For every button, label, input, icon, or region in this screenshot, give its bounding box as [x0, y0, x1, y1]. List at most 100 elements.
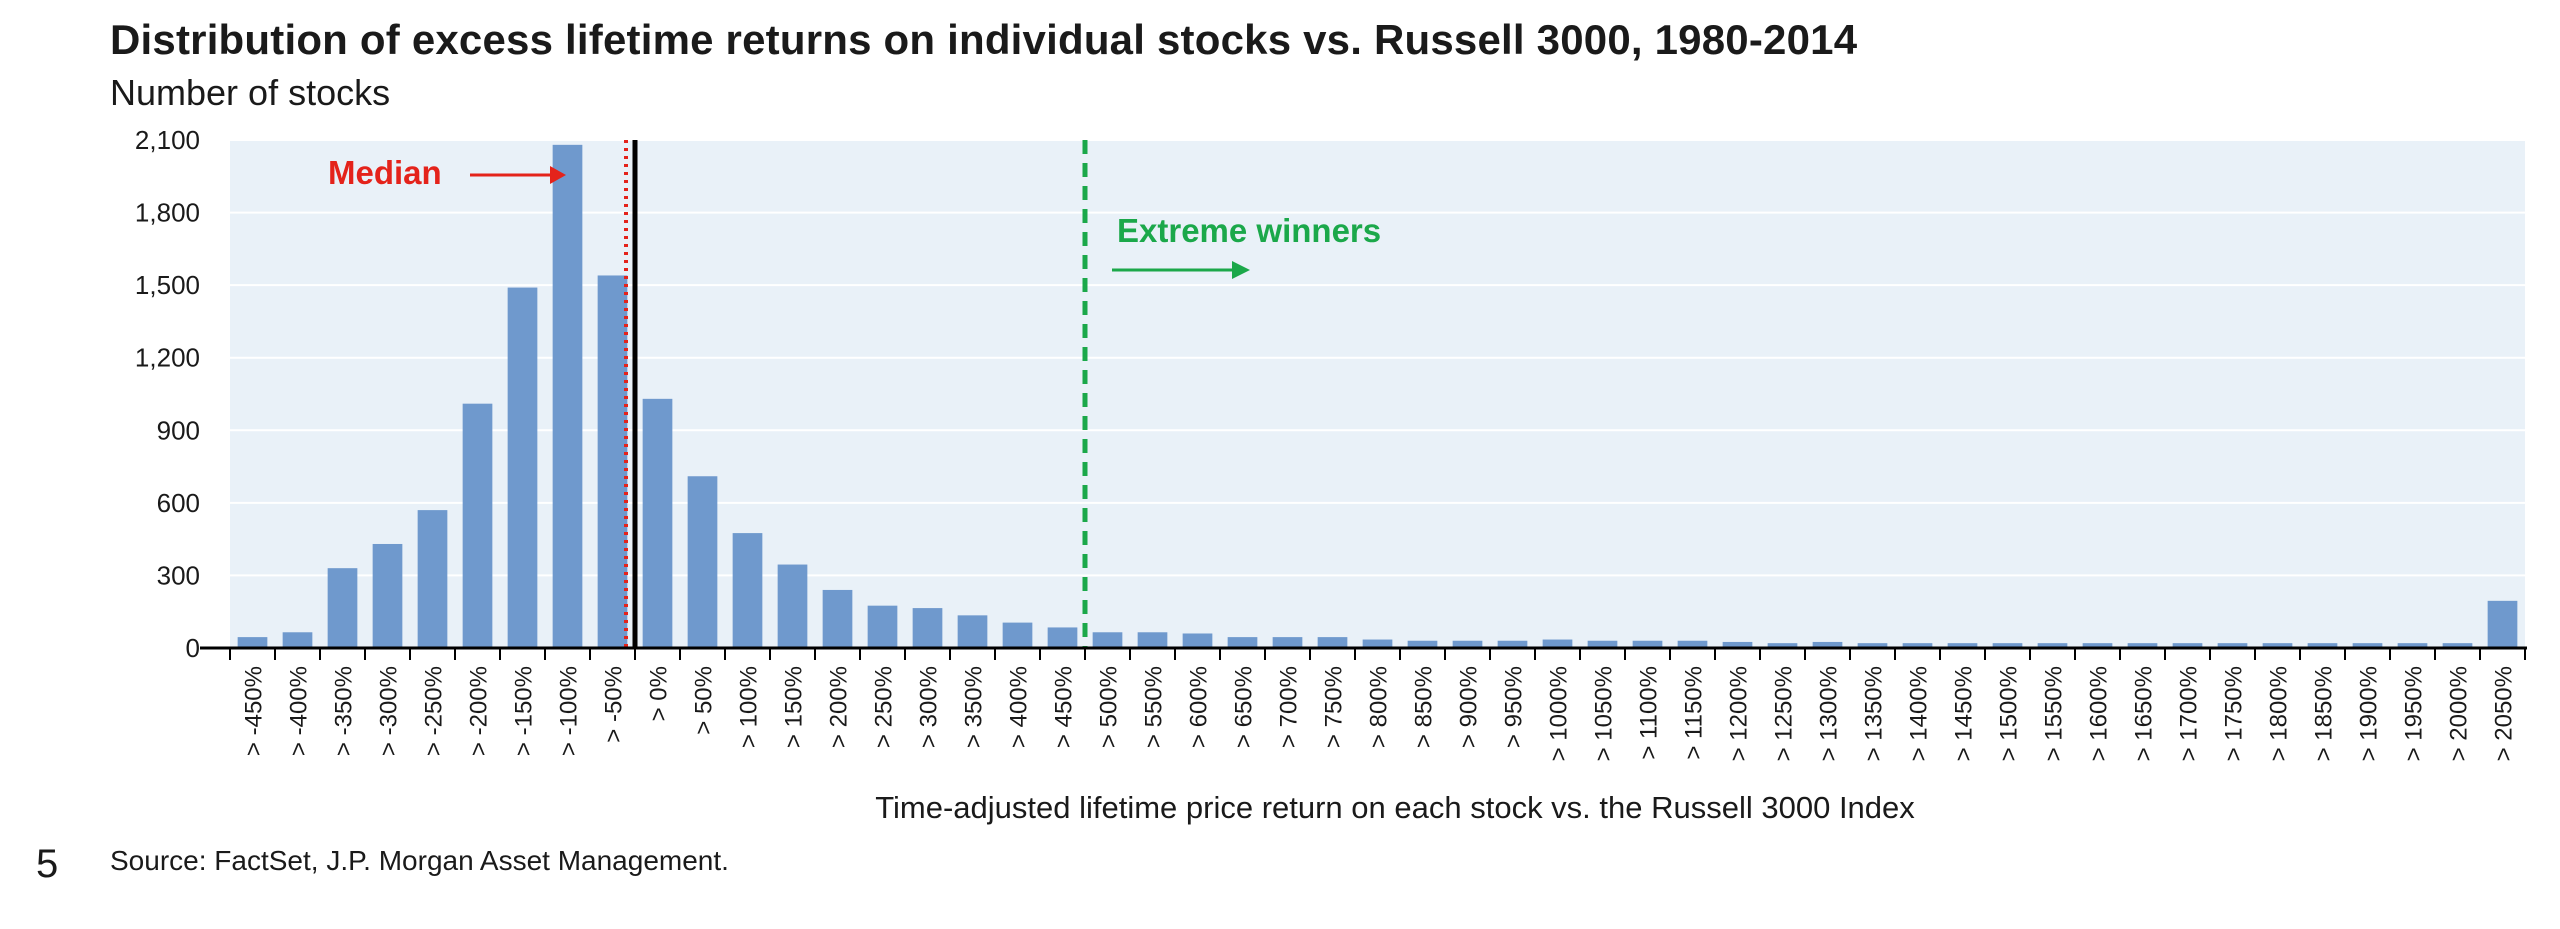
x-tick-label: > -400%	[286, 666, 313, 756]
x-tick-label: > 1300%	[1816, 666, 1843, 761]
x-tick-label: > 900%	[1456, 666, 1483, 748]
x-tick-label: > 150%	[781, 666, 808, 748]
bar	[2307, 643, 2338, 648]
y-tick-label: 0	[186, 633, 200, 663]
bar	[2397, 643, 2428, 648]
bar	[1182, 633, 1213, 648]
bar	[1092, 632, 1123, 648]
x-tick-label: > 600%	[1186, 666, 1213, 748]
bar-chart: 0 300 600 900 1,200 1,500 1,800 2,100 > -450% > …	[135, 125, 2527, 761]
bar	[1137, 632, 1168, 648]
bar	[2127, 643, 2158, 648]
x-tick-label: > 1550%	[2041, 666, 2068, 761]
bar	[507, 287, 538, 648]
y-tick-label: 1,800	[135, 198, 200, 228]
bar	[2172, 643, 2203, 648]
bar	[777, 564, 808, 648]
x-tick-label: > 2000%	[2446, 666, 2473, 761]
y-tick-label: 1,200	[135, 343, 200, 373]
bar	[912, 608, 943, 648]
x-tick-label: > 1800%	[2266, 666, 2293, 761]
bar	[2082, 643, 2113, 648]
bar	[1002, 622, 1033, 648]
x-tick-label: > -200%	[466, 666, 493, 756]
x-axis-label: Time-adjusted lifetime price return on e…	[875, 790, 1915, 825]
source-note: Source: FactSet, J.P. Morgan Asset Manag…	[110, 845, 729, 876]
x-tick-label: > 800%	[1366, 666, 1393, 748]
x-tick-label: > 1200%	[1726, 666, 1753, 761]
bar	[2262, 643, 2293, 648]
x-tick-label: > 1900%	[2356, 666, 2383, 761]
bar	[372, 543, 403, 648]
bar	[327, 568, 358, 648]
x-tick-label: > 50%	[691, 666, 718, 735]
x-tick-label: > 1450%	[1951, 666, 1978, 761]
x-tick-label: > -300%	[376, 666, 403, 756]
extreme-winners-annotation: Extreme winners	[1117, 212, 1381, 249]
bar	[282, 632, 313, 648]
bar	[2442, 643, 2473, 648]
bar	[597, 275, 628, 648]
bar	[237, 637, 268, 648]
chart-title: Distribution of excess lifetime returns …	[110, 16, 1858, 63]
x-tick-label: > 1750%	[2221, 666, 2248, 761]
page-number: 5	[36, 842, 59, 886]
x-tick-label: > -150%	[511, 666, 538, 756]
x-tick-label: > 1150%	[1681, 666, 1708, 760]
y-tick-label: 1,500	[135, 270, 200, 300]
bar	[1677, 640, 1708, 648]
x-tick-label: > 1950%	[2401, 666, 2428, 761]
x-tick-label: > 750%	[1321, 666, 1348, 748]
x-tick-label: > 1250%	[1771, 666, 1798, 761]
x-tick-label: > 2050%	[2491, 666, 2518, 761]
x-tick-label: > 1400%	[1906, 666, 1933, 761]
median-annotation: Median	[328, 154, 442, 191]
x-tick-label: > -50%	[601, 666, 628, 743]
bar	[1767, 643, 1798, 648]
bar	[1542, 639, 1573, 648]
x-tick-label: > 100%	[736, 666, 763, 748]
x-tick-label: > 850%	[1411, 666, 1438, 748]
bar	[1812, 641, 1843, 648]
bar	[1227, 637, 1258, 648]
bar	[1272, 637, 1303, 648]
bar	[1497, 640, 1528, 648]
bar	[1992, 643, 2023, 648]
x-tick-label: > -250%	[421, 666, 448, 756]
x-tick-label: > 0%	[646, 666, 673, 721]
x-tick-label: > 200%	[826, 666, 853, 748]
bar	[1047, 627, 1078, 648]
x-tick-label: > -100%	[556, 666, 583, 756]
bar	[822, 589, 853, 648]
x-tick-label: > 500%	[1096, 666, 1123, 748]
x-tick-label: > 300%	[916, 666, 943, 748]
bar	[1407, 640, 1438, 648]
y-tick-label: 600	[157, 488, 200, 518]
x-tick-label: > 1100%	[1636, 666, 1663, 760]
x-tick-label: > 1350%	[1861, 666, 1888, 761]
bar	[2352, 643, 2383, 648]
x-tick-label: > 700%	[1276, 666, 1303, 748]
bar	[1587, 640, 1618, 648]
x-tick-label: > 1050%	[1591, 666, 1618, 761]
y-axis-title: Number of stocks	[110, 72, 391, 113]
bar	[2037, 643, 2068, 648]
bar	[1362, 639, 1393, 648]
x-tick-label: > 950%	[1501, 666, 1528, 748]
x-tick-label: > 400%	[1006, 666, 1033, 748]
x-tick-label: > 1850%	[2311, 666, 2338, 761]
bar	[867, 605, 898, 648]
bar	[462, 403, 493, 648]
x-tick-label: > 250%	[871, 666, 898, 748]
bar	[552, 144, 583, 649]
bar	[687, 476, 718, 648]
bar	[1857, 643, 1888, 648]
x-tick-label: > 1500%	[1996, 666, 2023, 761]
bar	[1317, 637, 1348, 648]
bar	[1947, 643, 1978, 648]
x-tick-label: > 1600%	[2086, 666, 2113, 761]
bar	[1902, 643, 1933, 648]
x-tick-label: > 1700%	[2176, 666, 2203, 761]
bar	[1452, 640, 1483, 648]
bar	[1722, 641, 1753, 648]
